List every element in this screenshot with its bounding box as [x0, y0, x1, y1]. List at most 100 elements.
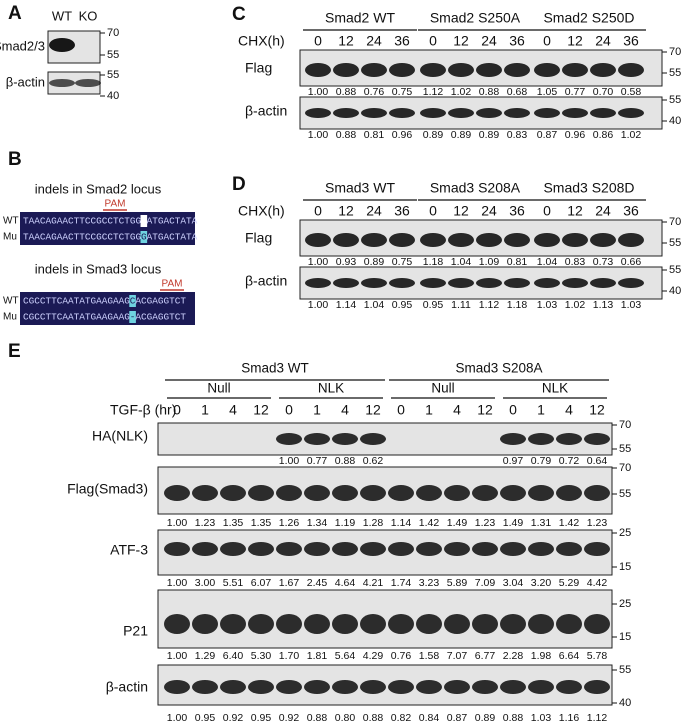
band: [220, 542, 246, 556]
group-label: Smad2 WT: [325, 10, 395, 26]
quant: 1.00: [308, 256, 329, 268]
quant: 0.89: [423, 129, 444, 141]
quant: 1.00: [167, 650, 188, 662]
group-label: Smad3 WT: [241, 361, 309, 376]
band: [528, 680, 554, 694]
band: [305, 108, 331, 118]
band: [332, 542, 358, 556]
time: 12: [338, 203, 354, 219]
band: [562, 108, 588, 118]
quant: 0.97: [503, 455, 524, 467]
quant: 1.14: [336, 299, 357, 311]
band: [389, 233, 415, 247]
band: [618, 233, 644, 247]
quant: 1.28: [363, 517, 384, 529]
band: [584, 680, 610, 694]
band: [500, 542, 526, 556]
band: [360, 680, 386, 694]
quant: 1.00: [167, 577, 188, 589]
indel-highlight: [140, 231, 148, 243]
band: [584, 433, 610, 445]
band: [276, 680, 302, 694]
sequence: -: [130, 311, 136, 322]
band: [562, 233, 588, 247]
time: 0: [429, 33, 437, 49]
time: 12: [477, 402, 493, 418]
quant: 0.88: [335, 455, 356, 467]
quant: 0.84: [419, 712, 440, 724]
sequence: ACGAGGTCT: [135, 295, 186, 306]
band: [590, 233, 616, 247]
group-label: Smad3 WT: [325, 180, 395, 196]
band: [220, 614, 246, 634]
quant: 1.67: [279, 577, 300, 589]
band: [360, 542, 386, 556]
quant: 4.21: [363, 577, 384, 589]
quant: 1.03: [531, 712, 552, 724]
sequence: CGCCTTCAATATGAAGAAG: [23, 295, 130, 306]
band: [420, 108, 446, 118]
subgroup-label: NLK: [318, 381, 344, 396]
band: [556, 542, 582, 556]
time: 4: [453, 402, 461, 418]
quant: 1.23: [475, 517, 496, 529]
row-label: Mu: [3, 232, 17, 243]
quant: 0.83: [507, 129, 528, 141]
time: 0: [543, 33, 551, 49]
marker-label: 55: [107, 69, 119, 81]
band: [534, 108, 560, 118]
band: [333, 278, 359, 288]
time: 24: [481, 203, 497, 219]
quant: 4.64: [335, 577, 356, 589]
quant: 1.00: [167, 517, 188, 529]
pam-label: PAM: [105, 199, 126, 210]
quant: 0.92: [223, 712, 244, 724]
band: [562, 63, 588, 77]
marker-label: 55: [619, 443, 631, 455]
quant: 0.83: [565, 256, 586, 268]
band: [220, 680, 246, 694]
marker-label: 55: [619, 488, 631, 500]
time: 24: [595, 33, 611, 49]
quant: 1.14: [391, 517, 412, 529]
sequence: ATGACTATA: [147, 215, 198, 226]
quant: 1.58: [419, 650, 440, 662]
band: [618, 108, 644, 118]
time: 0: [509, 402, 517, 418]
time: 24: [595, 203, 611, 219]
row-label: HA(NLK): [92, 428, 148, 444]
quant: 0.81: [364, 129, 385, 141]
band: [420, 233, 446, 247]
band: [49, 79, 75, 87]
band: [416, 614, 442, 634]
quant: 0.95: [392, 299, 413, 311]
row-label: P21: [123, 623, 148, 639]
band: [448, 278, 474, 288]
band: [500, 485, 526, 501]
quant: 1.19: [335, 517, 356, 529]
time: 36: [623, 203, 639, 219]
quant: 1.02: [565, 299, 586, 311]
time: 12: [338, 33, 354, 49]
time: 24: [366, 203, 382, 219]
band: [562, 278, 588, 288]
band: [590, 108, 616, 118]
marker-label: 15: [619, 561, 631, 573]
quant: 5.89: [447, 577, 468, 589]
quant: 0.73: [593, 256, 614, 268]
quant: 0.70: [593, 86, 614, 98]
quant: 0.88: [336, 86, 357, 98]
marker-label: 70: [669, 216, 681, 228]
quant: 0.88: [479, 86, 500, 98]
quant: 0.77: [307, 455, 328, 467]
marker-label: 40: [669, 285, 681, 297]
quant: 1.12: [479, 299, 500, 311]
quant: 0.81: [507, 256, 528, 268]
quant: 2.28: [503, 650, 524, 662]
marker-label: 15: [619, 631, 631, 643]
indel-highlight: [129, 295, 136, 307]
row-label: Flag: [245, 230, 272, 246]
quant: 1.70: [279, 650, 300, 662]
band: [528, 614, 554, 634]
band: [332, 485, 358, 501]
